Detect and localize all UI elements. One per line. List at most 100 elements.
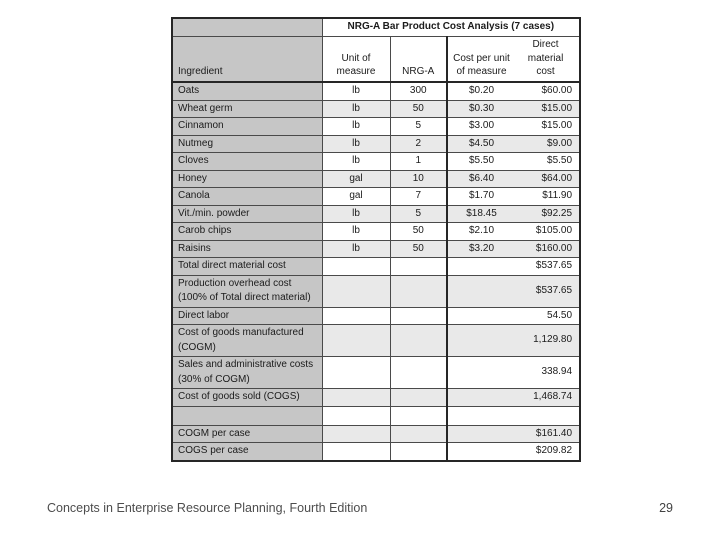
ingredient-cell: Carob chips (171, 222, 323, 241)
quantity-cell: 5 (389, 117, 448, 136)
ingredient-cell: Direct labor (171, 306, 323, 325)
table-row: Raisins lb 50 $3.20 $160.00 (171, 239, 581, 258)
slide-footer: Concepts in Enterprise Resource Planning… (47, 501, 673, 515)
cost-per-unit-cell: $2.10 (446, 222, 515, 241)
table-row: Wheat germ lb 50 $0.30 $15.00 (171, 99, 581, 118)
unit-of-measure-cell: lb (321, 204, 391, 223)
quantity-cell: 50 (389, 222, 448, 241)
cost-per-unit-cell (446, 405, 515, 426)
unit-of-measure-cell (321, 257, 391, 276)
unit-of-measure-cell (321, 306, 391, 325)
quantity-cell: 2 (389, 134, 448, 153)
quantity-cell (389, 306, 448, 325)
cost-per-unit-cell (446, 257, 515, 276)
table-row: Cinnamon lb 5 $3.00 $15.00 (171, 117, 581, 136)
ingredient-cell: Cinnamon (171, 117, 323, 136)
direct-material-cost-cell: $64.00 (515, 169, 581, 188)
direct-material-cost-cell: 1,129.80 (515, 324, 581, 357)
ingredient-cell: Wheat germ (171, 99, 323, 118)
unit-of-measure-cell: lb (321, 134, 391, 153)
quantity-cell: 1 (389, 152, 448, 171)
cost-per-unit-cell: $0.20 (446, 81, 515, 101)
unit-of-measure-cell: gal (321, 169, 391, 188)
table-title-row: NRG-A Bar Product Cost Analysis (7 cases… (171, 17, 581, 37)
ingredient-cell: Cost of goods sold (COGS) (171, 388, 323, 407)
unit-of-measure-cell (321, 442, 391, 461)
cost-per-unit-cell (446, 356, 515, 389)
cost-per-unit-cell (446, 306, 515, 325)
column-header-nrg-a: NRG-A (389, 35, 448, 83)
unit-of-measure-cell: lb (321, 99, 391, 118)
column-header-unit-of-measure: Unit of measure (321, 35, 391, 83)
table-row: Cost of goods sold (COGS) 1,468.74 (171, 388, 581, 407)
quantity-cell (389, 356, 448, 389)
direct-material-cost-cell: 338.94 (515, 356, 581, 389)
direct-material-cost-cell: $60.00 (515, 81, 581, 101)
table-header-row: Ingredient Unit of measure NRG-A Cost pe… (171, 35, 581, 83)
ingredient-cell: COGM per case (171, 424, 323, 443)
ingredient-cell: Raisins (171, 239, 323, 258)
cost-per-unit-cell: $0.30 (446, 99, 515, 118)
table-row: Carob chips lb 50 $2.10 $105.00 (171, 222, 581, 241)
column-header-ingredient: Ingredient (171, 35, 323, 83)
ingredient-cell: Cloves (171, 152, 323, 171)
unit-of-measure-cell: lb (321, 239, 391, 258)
unit-of-measure-cell: lb (321, 117, 391, 136)
cost-per-unit-cell (446, 274, 515, 308)
table-body: Oats lb 300 $0.20 $60.00 Wheat germ lb 50 $0.30 $… (171, 81, 581, 461)
table-row: Total direct material cost $537.65 (171, 257, 581, 276)
ingredient-cell (171, 405, 323, 426)
direct-material-cost-cell: $105.00 (515, 222, 581, 241)
title-row-spacer-cell (171, 17, 323, 37)
cost-per-unit-cell: $18.45 (446, 204, 515, 223)
direct-material-cost-cell: $5.50 (515, 152, 581, 171)
table-row: Oats lb 300 $0.20 $60.00 (171, 81, 581, 101)
ingredient-cell: Nutmeg (171, 134, 323, 153)
cost-per-unit-cell: $6.40 (446, 169, 515, 188)
ingredient-cell: Sales and administrative costs (30% of C… (171, 356, 323, 389)
direct-material-cost-cell: $11.90 (515, 187, 581, 206)
cost-per-unit-cell: $4.50 (446, 134, 515, 153)
cost-per-unit-cell (446, 324, 515, 357)
footer-book-title: Concepts in Enterprise Resource Planning… (47, 501, 368, 515)
quantity-cell: 7 (389, 187, 448, 206)
table-row: Sales and administrative costs (30% of C… (171, 356, 581, 389)
quantity-cell: 50 (389, 99, 448, 118)
unit-of-measure-cell (321, 324, 391, 357)
table-row: Nutmeg lb 2 $4.50 $9.00 (171, 134, 581, 153)
direct-material-cost-cell (515, 405, 581, 426)
quantity-cell (389, 442, 448, 461)
cost-analysis-table: NRG-A Bar Product Cost Analysis (7 cases… (171, 17, 582, 462)
direct-material-cost-cell: $15.00 (515, 117, 581, 136)
ingredient-cell: Vit./min. powder (171, 204, 323, 223)
table-row: Cloves lb 1 $5.50 $5.50 (171, 152, 581, 171)
quantity-cell (389, 324, 448, 357)
quantity-cell (389, 257, 448, 276)
column-header-direct-material-cost: Direct material cost (515, 35, 581, 83)
direct-material-cost-cell: $160.00 (515, 239, 581, 258)
table-row: Vit./min. powder lb 5 $18.45 $92.25 (171, 204, 581, 223)
cost-per-unit-cell (446, 424, 515, 443)
ingredient-cell: Total direct material cost (171, 257, 323, 276)
direct-material-cost-cell: $9.00 (515, 134, 581, 153)
cost-per-unit-cell (446, 388, 515, 407)
unit-of-measure-cell: lb (321, 152, 391, 171)
cost-per-unit-cell: $3.00 (446, 117, 515, 136)
unit-of-measure-cell (321, 274, 391, 308)
direct-material-cost-cell: 1,468.74 (515, 388, 581, 407)
column-header-cost-per-unit: Cost per unit of measure (446, 35, 515, 83)
table-row: COGS per case $209.82 (171, 442, 581, 461)
quantity-cell: 10 (389, 169, 448, 188)
quantity-cell (389, 424, 448, 443)
table-row: Cost of goods manufactured (COGM) 1,129.8… (171, 324, 581, 357)
direct-material-cost-cell: $537.65 (515, 257, 581, 276)
ingredient-cell: COGS per case (171, 442, 323, 461)
ingredient-cell: Cost of goods manufactured (COGM) (171, 324, 323, 357)
cost-per-unit-cell (446, 442, 515, 461)
direct-material-cost-cell: $15.00 (515, 99, 581, 118)
unit-of-measure-cell: lb (321, 222, 391, 241)
ingredient-cell: Production overhead cost (100% of Total … (171, 274, 323, 308)
table-row (171, 405, 581, 426)
unit-of-measure-cell (321, 356, 391, 389)
